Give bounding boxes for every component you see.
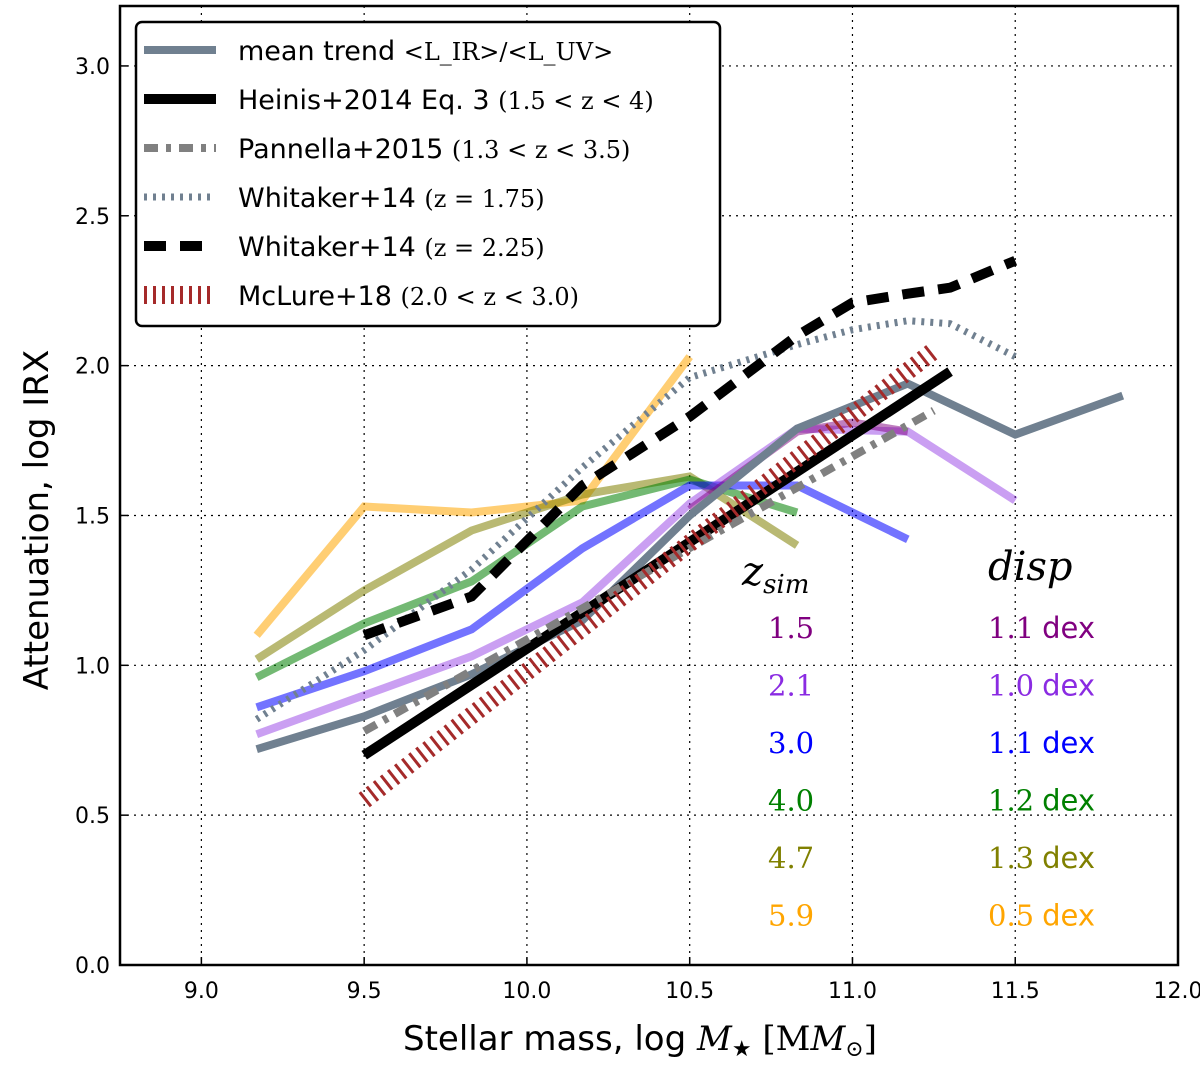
plot-frame xyxy=(118,4,1180,967)
axis-ticks: 9.0 9.5 10.0 10.5 11.0 11.5 12.0 0.0 0.5 1.0 1.5 2.… xyxy=(75,55,1200,1004)
y-tick-label: 1.5 xyxy=(75,504,110,529)
disp-value: 0.5 dex xyxy=(988,899,1095,933)
disp-value: 1.3 dex xyxy=(988,841,1095,875)
x-tick-label: 11.0 xyxy=(828,979,877,1004)
zsim-value: 1.5 xyxy=(768,611,814,645)
series-line-0 xyxy=(253,354,693,638)
x-tick-label: 12.0 xyxy=(1154,979,1200,1004)
zsim-disp-table: zsim disp 1.5 1.1 dex 2.1 1.0 dex 3.0 1.1 dex 4.0… xyxy=(741,544,1095,933)
y-tick-label: 2.0 xyxy=(75,355,110,380)
legend-label-3: Whitaker+14 (z = 1.75) xyxy=(238,183,545,214)
x-tick-label: 11.5 xyxy=(991,979,1040,1004)
x-axis-label: Stellar mass, log M★ [MM⊙] xyxy=(403,1019,877,1062)
disp-value: 1.1 dex xyxy=(988,726,1095,760)
series-line-11 xyxy=(358,343,940,808)
series-line-8 xyxy=(362,407,936,735)
disp-value: 1.1 dex xyxy=(988,611,1095,645)
x-tick-label: 10.0 xyxy=(502,979,551,1004)
x-tick-label: 9.5 xyxy=(347,979,382,1004)
series-group xyxy=(253,256,1125,808)
legend-label-0: mean trend <L_IR>/<L_UV> xyxy=(238,36,613,67)
disp-header: disp xyxy=(988,544,1073,590)
y-axis-label: Attenuation, log IRX xyxy=(17,350,57,691)
y-tick-label: 2.5 xyxy=(75,205,110,230)
zsim-value: 2.1 xyxy=(768,669,814,703)
zsim-value: 4.0 xyxy=(768,784,814,818)
legend-label-5: McLure+18 (2.0 < z < 3.0) xyxy=(238,281,579,312)
zsim-header: zsim xyxy=(741,549,809,600)
y-tick-label: 3.0 xyxy=(75,55,110,80)
legend-label-1: Heinis+2014 Eq. 3 (1.5 < z < 4) xyxy=(238,85,654,116)
legend-box xyxy=(134,20,722,328)
y-tick-label: 0.5 xyxy=(75,804,110,829)
disp-value: 1.2 dex xyxy=(988,784,1095,818)
legend-label-2: Pannella+2015 (1.3 < z < 3.5) xyxy=(238,134,630,165)
zsim-value: 3.0 xyxy=(768,726,814,760)
legend-label-4: Whitaker+14 (z = 2.25) xyxy=(238,232,545,263)
series-line-6 xyxy=(255,379,1125,754)
zsim-value: 4.7 xyxy=(768,841,814,875)
y-tick-label: 0.0 xyxy=(75,954,110,979)
x-tick-label: 10.5 xyxy=(665,979,714,1004)
legend: mean trend <L_IR>/<L_UV> Heinis+2014 Eq. … xyxy=(134,20,722,328)
zsim-value: 5.9 xyxy=(768,899,814,933)
disp-value: 1.0 dex xyxy=(988,669,1095,703)
x-tick-label: 9.0 xyxy=(184,979,219,1004)
y-tick-label: 1.0 xyxy=(75,654,110,679)
